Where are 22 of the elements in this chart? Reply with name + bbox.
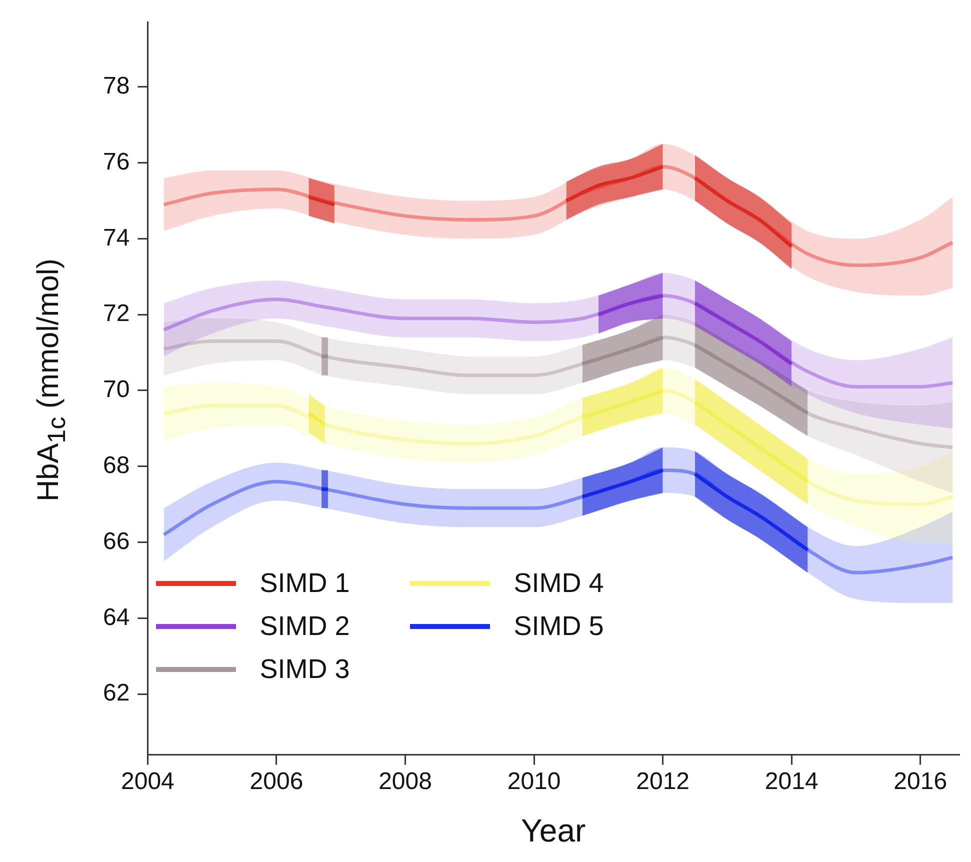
y-tick-label: 66 xyxy=(102,528,130,555)
legend-label: SIMD 3 xyxy=(260,654,350,685)
y-tick-label: 74 xyxy=(102,224,130,252)
x-tick-label: 2008 xyxy=(378,768,432,795)
legend-label: SIMD 1 xyxy=(260,568,350,599)
y-tick-label: 62 xyxy=(102,680,130,707)
x-tick-label: 2004 xyxy=(121,768,174,795)
x-axis-title: Year xyxy=(521,812,586,849)
x-tick-label: 2012 xyxy=(636,768,690,795)
x-tick-label: 2014 xyxy=(764,768,818,795)
y-tick-label: 76 xyxy=(102,148,130,176)
y-tick-label: 64 xyxy=(102,604,130,631)
legend-label: SIMD 5 xyxy=(514,610,604,642)
x-tick-label: 2016 xyxy=(894,768,948,795)
x-tick-label: 2010 xyxy=(507,768,561,795)
y-tick-label: 72 xyxy=(102,300,130,328)
legend-label: SIMD 4 xyxy=(514,568,604,599)
y-tick-label: 68 xyxy=(102,452,130,480)
y-tick-label: 70 xyxy=(102,376,130,404)
y-tick-label: 78 xyxy=(102,72,130,100)
x-tick-label: 2006 xyxy=(250,768,304,795)
legend-label: SIMD 2 xyxy=(260,610,350,642)
